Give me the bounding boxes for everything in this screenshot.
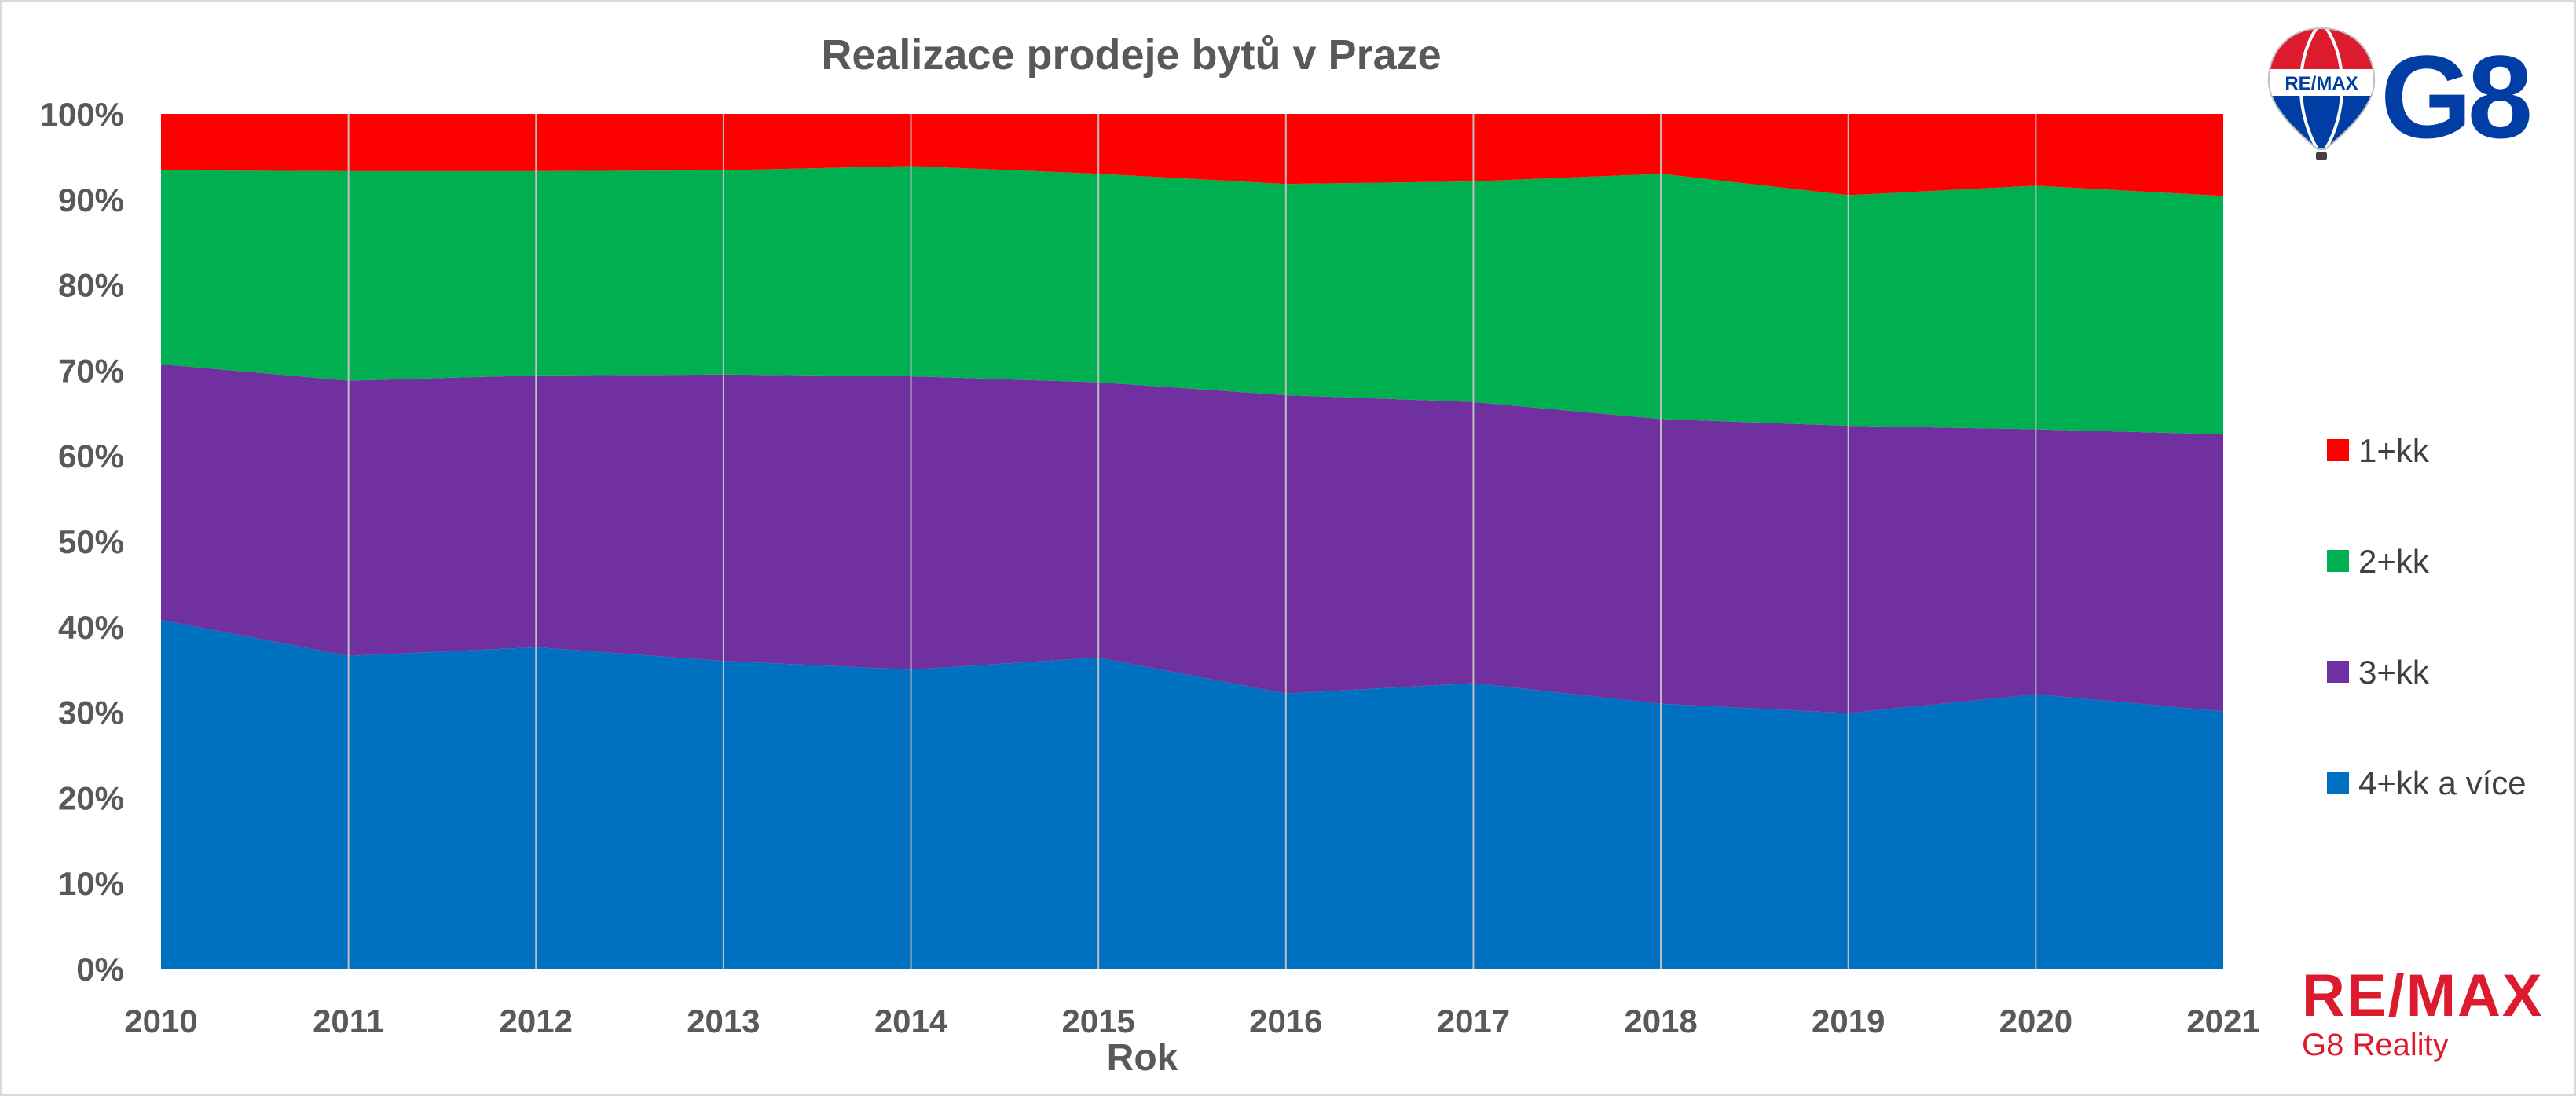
remax-g8-logo: RE/MAX G8 (2263, 22, 2545, 163)
x-tick-label: 2021 (2186, 1003, 2259, 1039)
legend-label: 1+kk (2358, 432, 2430, 469)
y-tick-label: 0% (76, 951, 124, 988)
y-tick-label: 10% (58, 865, 124, 902)
y-tick-label: 30% (58, 695, 124, 731)
balloon-icon: RE/MAX (2267, 27, 2376, 160)
legend-label: 4+kk a více (2358, 764, 2527, 801)
area-series-4-kk-a-v-ce (161, 620, 2223, 969)
x-tick-label: 2020 (1999, 1003, 2072, 1039)
legend: 1+kk 2+kk 3+kk 4+kk a více (2327, 432, 2527, 801)
remax-brand-logo: RE/MAX G8 Reality (2302, 966, 2553, 1076)
y-tick-label: 60% (58, 438, 124, 475)
x-tick-label: 2013 (687, 1003, 760, 1039)
legend-swatch (2327, 772, 2349, 794)
gridlines (347, 114, 2037, 969)
chart-title: Realizace prodeje bytů v Praze (821, 31, 1441, 79)
remax-subtitle: G8 Reality (2302, 1028, 2449, 1062)
x-tick-label: 2018 (1624, 1003, 1697, 1039)
x-tick-label: 2019 (1812, 1003, 1885, 1039)
x-tick-label: 2016 (1249, 1003, 1322, 1039)
y-tick-label: 40% (58, 609, 124, 646)
g8-logo-text: G8 (2380, 31, 2533, 163)
x-tick-label: 2011 (313, 1003, 384, 1039)
x-tick-label: 2014 (874, 1003, 948, 1039)
legend-swatch (2327, 661, 2349, 683)
x-tick-label: 2012 (500, 1003, 573, 1039)
y-tick-label: 50% (58, 523, 124, 560)
x-axis-label: Rok (1107, 1037, 1178, 1079)
y-tick-label: 90% (58, 181, 124, 218)
y-tick-label: 70% (58, 352, 124, 389)
x-tick-label: 2010 (124, 1003, 197, 1039)
legend-label: 2+kk (2358, 543, 2430, 580)
area-series-3-kk (161, 364, 2223, 713)
legend-label: 3+kk (2358, 654, 2430, 691)
legend-swatch (2327, 439, 2349, 461)
svg-text:RE/MAX: RE/MAX (2285, 73, 2358, 94)
x-tick-label: 2017 (1437, 1003, 1510, 1039)
plot-areas (161, 114, 2223, 969)
y-axis-ticks: 0% 10% 20% 30% 40% 50% 60% 70% 80% 90% 100% (40, 96, 124, 988)
x-axis-ticks: 2010 2011 2012 2013 2014 2015 2016 2017 2018 2019… (124, 1003, 2259, 1039)
y-tick-label: 20% (58, 779, 124, 816)
area-series-2-kk (161, 166, 2223, 434)
legend-swatch (2327, 550, 2349, 572)
area-series-1-kk (161, 114, 2223, 196)
y-tick-label: 80% (58, 267, 124, 304)
y-tick-label: 100% (40, 96, 124, 133)
x-tick-label: 2015 (1061, 1003, 1134, 1039)
remax-wordmark: RE/MAX (2302, 962, 2544, 1029)
